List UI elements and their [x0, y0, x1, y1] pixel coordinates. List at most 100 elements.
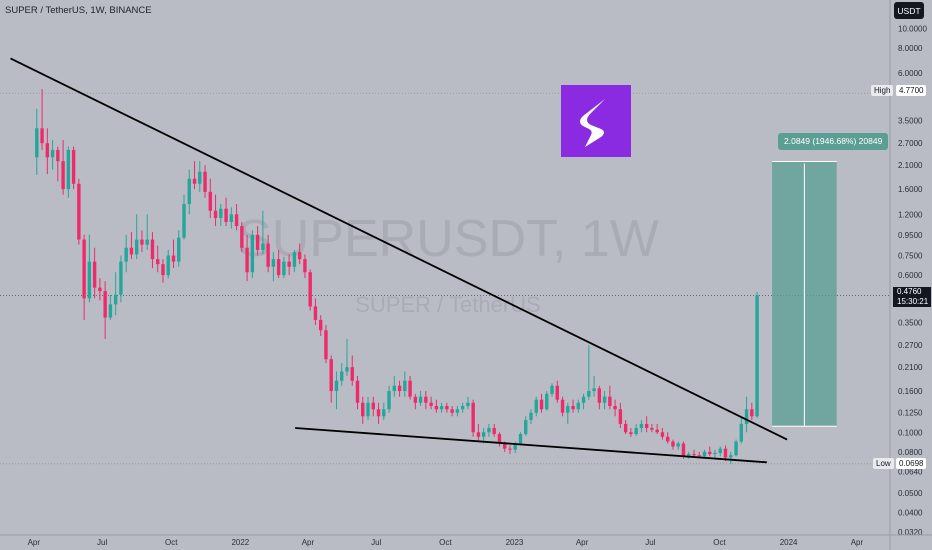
candle-body: [571, 405, 575, 410]
candle-body: [608, 396, 612, 406]
candle-body: [497, 434, 502, 444]
candle-body: [660, 432, 665, 437]
candle-body: [639, 423, 644, 428]
candle-body: [203, 171, 207, 192]
price-tick-label: 0.6000: [898, 271, 923, 280]
candle-body: [618, 409, 623, 424]
price-tick-label: 6.0000: [898, 69, 923, 78]
candle-body: [466, 402, 470, 406]
candle-body: [713, 452, 717, 455]
trendlines-layer[interactable]: [10, 57, 788, 464]
candle-body: [119, 261, 123, 295]
candle-body: [77, 183, 81, 240]
measurement-range[interactable]: [772, 160, 837, 427]
candle-body: [702, 451, 707, 457]
candle-body: [134, 239, 139, 255]
watermark-description: SUPER / TetherUS: [355, 292, 540, 317]
candle-body: [271, 259, 276, 267]
candle-body: [555, 385, 559, 400]
time-tick-label: Jul: [371, 538, 381, 547]
candle-body: [324, 330, 328, 360]
time-tick-label: 2023: [506, 538, 524, 547]
candle-body: [198, 171, 202, 184]
candle-body: [177, 237, 181, 262]
candle-body: [403, 380, 407, 392]
candle-body: [708, 451, 712, 455]
candle-body: [40, 128, 44, 144]
price-tick-label: 2.1000: [898, 161, 923, 170]
candle-body: [524, 420, 528, 435]
time-axis[interactable]: Apr Jul Oct 2022 Apr Jul Oct 2023 Apr Jul Oct 2024 A…: [0, 534, 932, 547]
candle-body: [629, 432, 633, 435]
candle-body: [224, 208, 228, 222]
candle-body: [492, 427, 496, 435]
price-tick-label: 0.9500: [898, 231, 923, 240]
candle-body: [124, 247, 128, 262]
high-value: 4.7700: [896, 85, 927, 96]
candle-body: [308, 272, 312, 307]
candle-body: [329, 359, 333, 392]
candle-body: [487, 427, 491, 433]
candle-body: [450, 409, 454, 413]
candle-body: [82, 239, 86, 299]
candle-body: [161, 264, 165, 276]
candle-body: [187, 178, 191, 204]
candle-body: [739, 423, 743, 442]
candle-body: [166, 255, 170, 276]
candle-body: [518, 434, 523, 444]
candle-body: [340, 371, 344, 381]
candle-body: [697, 455, 701, 457]
price-tick-label: 3.5000: [898, 116, 923, 125]
candle-body: [613, 405, 617, 410]
time-tick-label: Oct: [439, 538, 452, 547]
descending-resistance-trendline: [10, 57, 788, 441]
candle-body: [455, 409, 460, 413]
price-tick-label: 0.0800: [898, 448, 923, 457]
candle-body: [418, 396, 423, 403]
current-price-value: 0.4760: [897, 287, 922, 296]
time-tick-label: Jul: [97, 538, 107, 547]
candle-body: [424, 396, 428, 403]
candle-body: [213, 210, 218, 219]
measurement-label: 2.0849 (1946.68%) 20849: [778, 133, 889, 150]
candle-body: [513, 443, 517, 450]
price-tick-label: 0.0500: [898, 489, 923, 498]
candle-body: [376, 409, 381, 417]
candle-body: [744, 409, 749, 424]
candle-body: [445, 405, 449, 410]
candle-body: [529, 412, 533, 421]
price-tick-label: 8.0000: [898, 44, 923, 53]
symbol-header[interactable]: SUPER / TetherUS, 1W, BINANCE: [5, 5, 152, 16]
candle-body: [481, 432, 486, 437]
candle-body: [665, 436, 670, 442]
candle-body: [723, 448, 728, 458]
time-tick-label: Jul: [645, 538, 655, 547]
candle-body: [266, 243, 270, 267]
candle-body: [171, 255, 176, 262]
candle-body: [276, 259, 281, 276]
candle-body: [182, 203, 186, 238]
price-tick-label: 0.1250: [898, 409, 923, 418]
bar-countdown: 15:30:21: [897, 297, 929, 306]
candle-body: [545, 393, 549, 410]
candle-body: [371, 402, 375, 410]
price-tick-label: 0.7500: [898, 252, 923, 261]
candle-body: [413, 396, 418, 403]
candle-body: [581, 396, 586, 403]
candle-body: [35, 128, 39, 158]
candle-body: [692, 454, 696, 456]
currency-button[interactable]: USDT: [894, 2, 924, 19]
candle-body: [503, 443, 507, 449]
candle-body: [597, 388, 602, 403]
candle-body: [150, 239, 155, 260]
candle-body: [245, 247, 249, 273]
candle-body: [366, 402, 370, 417]
price-tick-label: 0.3500: [898, 318, 923, 327]
candle-body: [434, 405, 439, 410]
candle-body: [45, 143, 50, 158]
candle-body: [292, 252, 297, 267]
time-tick-label: Apr: [576, 538, 589, 547]
candle-body: [219, 208, 223, 219]
price-tick-label: 0.2100: [898, 363, 923, 372]
